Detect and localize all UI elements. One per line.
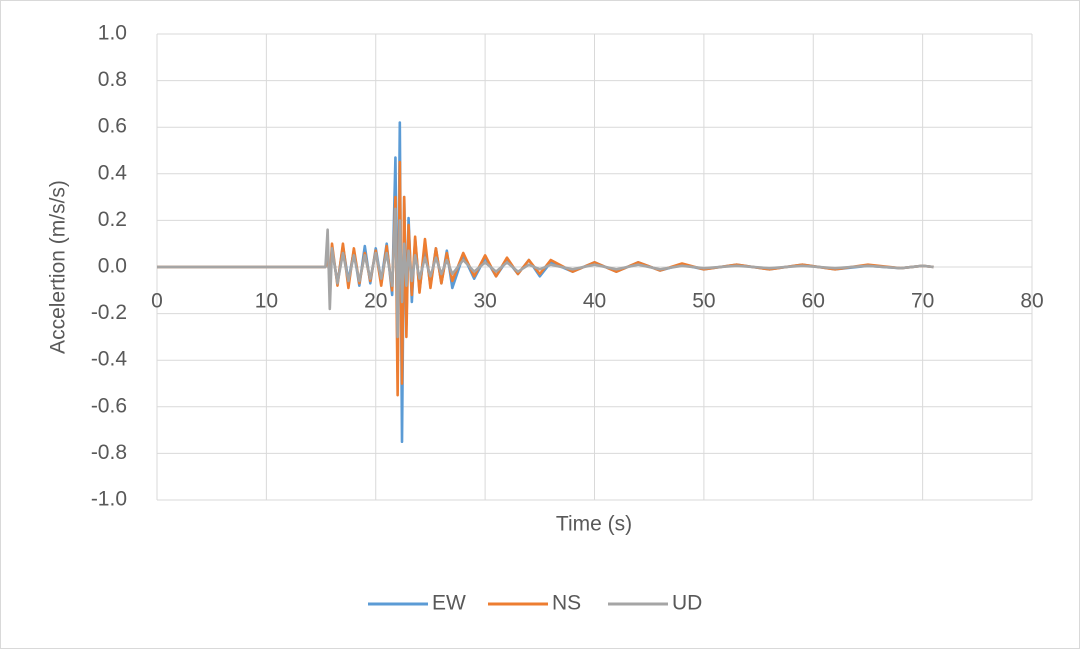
y-tick-label: -0.8 <box>91 441 127 464</box>
x-tick-label: 60 <box>802 290 825 313</box>
x-tick-label: 40 <box>583 290 606 313</box>
y-tick-label: 1.0 <box>98 22 127 45</box>
y-tick-label: -0.4 <box>91 348 128 371</box>
y-axis-title: Accelertion (m/s/s) <box>47 180 70 354</box>
x-tick-label: 70 <box>911 290 934 313</box>
y-tick-label: 0.4 <box>98 161 128 184</box>
y-tick-label: -0.2 <box>91 301 127 324</box>
x-tick-label: 80 <box>1020 290 1043 313</box>
legend-label: EW <box>432 592 466 615</box>
legend-label: NS <box>552 592 581 615</box>
x-axis-title: Time (s) <box>556 513 632 536</box>
y-tick-label: 0.6 <box>98 115 127 138</box>
y-tick-label: 0.0 <box>98 255 127 278</box>
y-tick-label: 0.2 <box>98 208 127 231</box>
y-tick-label: -0.6 <box>91 394 127 417</box>
y-tick-label: -1.0 <box>91 488 127 511</box>
x-tick-label: 10 <box>255 290 278 313</box>
x-tick-label: 0 <box>151 290 163 313</box>
series-line <box>157 207 934 339</box>
x-tick-label: 50 <box>692 290 715 313</box>
y-tick-label: 0.8 <box>98 68 127 91</box>
legend-label: UD <box>672 592 702 615</box>
x-tick-label: 30 <box>473 290 496 313</box>
x-tick-label: 20 <box>364 290 387 313</box>
